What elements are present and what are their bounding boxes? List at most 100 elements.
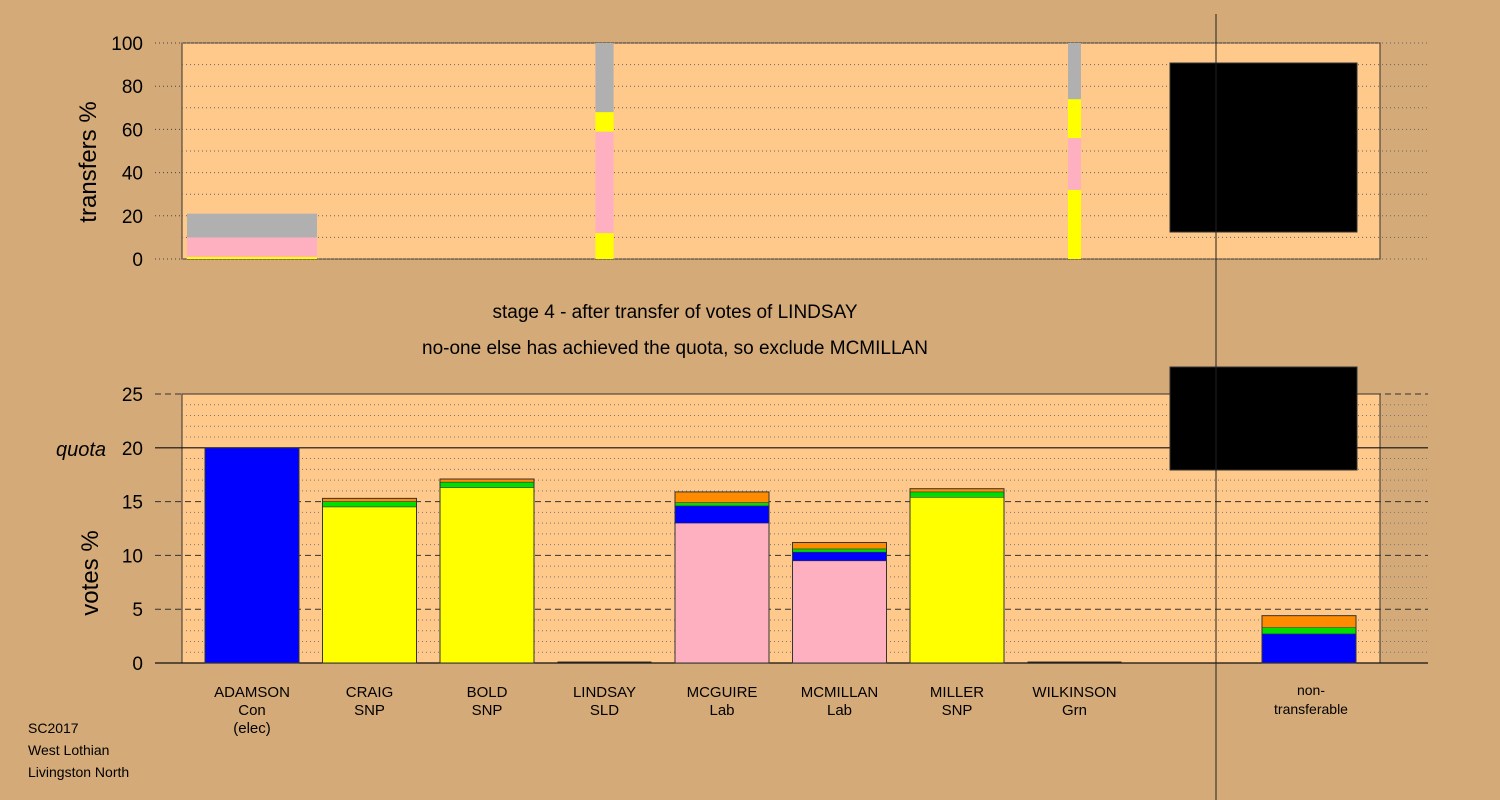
votes-y-axis-label: votes % [77, 530, 104, 615]
votes-legend: votes: colour shows where votes have com… [1169, 366, 1358, 471]
votes-y-ticks: 0 5 10 15 20 25 [122, 385, 143, 675]
transfers-legend-line: have gone (grey= [1176, 136, 1317, 156]
y-tick-label: 20 [122, 439, 143, 460]
candidate-label: Con [238, 702, 266, 719]
candidate-label: MCGUIRE [687, 684, 758, 701]
bar-miller-segment-Grn [910, 491, 1004, 498]
y-tick-label: 25 [122, 385, 143, 406]
y-tick-label: 0 [132, 250, 143, 271]
bar-nontransferable-bar-outline [1261, 615, 1357, 664]
bar-mcmillan-segment-Lab [792, 560, 887, 663]
candidate-label: BOLD [467, 684, 508, 701]
candidate-label: (elec) [233, 720, 271, 737]
transfer-segment-Lab [1068, 138, 1081, 190]
bar-mcguire-segment-SLD [675, 491, 769, 503]
bar-adamson-bar-outline [204, 447, 300, 664]
candidate-label: SNP [472, 702, 503, 719]
y-tick-label: 20 [122, 207, 143, 228]
bar-craig-bar-outline [322, 497, 417, 664]
y-tick-label: 10 [122, 546, 143, 567]
stage-title: stage 4 - after transfer of votes of LIN… [492, 302, 857, 323]
candidate-label: MILLER [930, 684, 984, 701]
transfers-legend-line: area shows [1176, 183, 1268, 203]
y-tick-label: 40 [122, 164, 143, 185]
transfer-segment-SNP [1068, 99, 1081, 139]
transfers-legend-line: where transfers [1175, 117, 1300, 137]
votes-x-labels: ADAMSONCon(elec)CRAIGSNPBOLDSNPLINDSAYSL… [214, 682, 1348, 737]
transfers-legend-line: amount of votes [1176, 202, 1304, 222]
footer-line: SC2017 [28, 720, 79, 736]
bar-mcmillan-segment-SLD [792, 542, 887, 549]
y-tick-label: 60 [122, 120, 143, 141]
bar-craig-segment-SLD [322, 498, 417, 502]
candidate-label: SNP [354, 702, 385, 719]
candidate-label: Lab [709, 702, 734, 719]
candidate-label: WILKINSON [1032, 684, 1116, 701]
bar-nontransferable-segment-Con [1262, 633, 1356, 663]
transfers-chart: 0 20 40 60 80 100 transfers % transfers: colo… [75, 34, 1428, 271]
transfer-segment-nontransferable [595, 43, 614, 113]
votes-bars [204, 447, 1357, 664]
bar-nontransferable-segment-Grn [1262, 627, 1356, 634]
candidate-label: Grn [1062, 702, 1087, 719]
transfers-legend-title: transfers: [1176, 71, 1259, 91]
transfer-segment-nontransferable [187, 213, 317, 238]
y-tick-label: 0 [132, 654, 143, 675]
transfers-y-axis-label: transfers % [75, 101, 102, 222]
bar-mcguire-segment-Grn [675, 502, 769, 506]
transfer-segment-Lab [187, 237, 317, 257]
footer: SC2017 West Lothian Livingston North [28, 720, 129, 780]
candidate-label: Lab [827, 702, 852, 719]
bar-mcmillan-bar-outline [792, 541, 887, 664]
transfers-legend: transfers: colour shows where transfers … [1169, 62, 1358, 233]
footer-line: Livingston North [28, 764, 129, 780]
bar-mcguire-segment-Con [675, 505, 769, 524]
bar-craig-segment-SNP [322, 506, 417, 663]
y-tick-label: 100 [111, 34, 143, 55]
votes-legend-box [1169, 366, 1358, 471]
candidate-label: SNP [942, 702, 973, 719]
transfers-legend-line: colour shows [1176, 98, 1281, 118]
y-tick-label: 80 [122, 77, 143, 98]
votes-legend-line: colour shows [1176, 403, 1281, 423]
candidate-label: CRAIG [346, 684, 394, 701]
y-tick-label: 15 [122, 493, 143, 514]
candidate-label: ADAMSON [214, 684, 290, 701]
footer-line: West Lothian [28, 742, 109, 758]
bar-miller-segment-SLD [910, 488, 1004, 492]
bar-mcmillan-segment-Con [792, 552, 887, 561]
bar-bold-segment-SNP [440, 487, 534, 663]
nontransferable-label: transferable [1274, 701, 1348, 717]
candidate-label: MCMILLAN [801, 684, 879, 701]
votes-legend-line: where votes [1175, 422, 1273, 442]
votes-legend-title: votes: [1176, 375, 1229, 395]
transfer-segment-SNP [595, 233, 614, 259]
bar-adamson-segment-Con [205, 447, 299, 663]
y-tick-label: 5 [132, 600, 143, 621]
transfers-y-ticks: 0 20 40 60 80 100 [111, 34, 182, 271]
bar-mcguire-segment-Lab [675, 523, 769, 663]
transfers-legend-line: non-transferable); [1176, 155, 1318, 175]
transfer-segment-Lab [595, 131, 614, 234]
transfer-segment-SNP [1068, 189, 1081, 259]
bar-mcmillan-segment-Grn [792, 548, 887, 553]
bar-bold-segment-SLD [440, 479, 534, 483]
transfers-bars [187, 43, 1081, 259]
transfers-legend-box [1169, 62, 1358, 233]
bar-bold-bar-outline [439, 478, 535, 664]
stage-subtitle: no-one else has achieved the quota, so e… [422, 338, 928, 359]
transfer-segment-SNP [187, 256, 317, 259]
transfer-segment-SNP [595, 112, 614, 132]
bar-bold-segment-Grn [440, 482, 534, 488]
quota-label: quota [56, 439, 106, 461]
bar-miller-segment-SNP [910, 497, 1004, 663]
nontransferable-label: non- [1297, 682, 1325, 698]
candidate-label: SLD [590, 702, 619, 719]
transfer-segment-nontransferable [1068, 43, 1081, 100]
bar-nontransferable-segment-SLD [1262, 615, 1356, 628]
bar-mcguire-bar-outline [674, 491, 770, 664]
bar-miller-bar-outline [909, 488, 1005, 664]
votes-legend-line: have come from [1176, 441, 1305, 461]
